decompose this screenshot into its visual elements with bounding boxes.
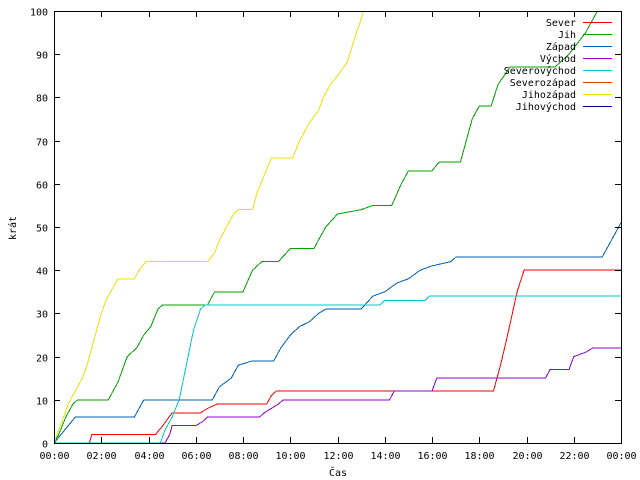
legend-label: Severozápad [510,77,576,89]
x-tick-label: 06:00 [181,451,211,462]
x-tick-label: 12:00 [323,451,353,462]
y-tick-label: 0 [42,440,48,451]
x-tick-label: 22:00 [559,451,589,462]
x-tick-label: 20:00 [512,451,542,462]
series-line-6 [54,11,621,443]
y-tick-label: 80 [36,94,48,105]
y-tick-label: 100 [30,8,48,19]
series-line-4 [54,295,621,443]
x-tick-label: 04:00 [134,451,164,462]
y-tick-label: 70 [36,138,48,149]
x-tick-label: 08:00 [228,451,258,462]
x-tick-label: 18:00 [464,451,494,462]
x-tick-label: 16:00 [417,451,447,462]
x-tick-label: 02:00 [86,451,116,462]
x-axis-label: Čas [329,466,347,479]
y-tick-label: 40 [36,267,48,278]
x-tick-label: 14:00 [370,451,400,462]
ticks-layer: 00:00 02:00 04:00 06:00 08:00 10:00 12:00 14:00… [30,8,637,463]
series-line-1 [54,11,621,443]
series-layer [54,11,621,443]
y-tick-label: 10 [36,397,48,408]
series-line-3 [54,347,621,443]
x-tick-label: 00:00 [606,451,636,462]
y-tick-label: 60 [36,181,48,192]
legend-label: Jihozápad [522,89,576,101]
legend-label: Jihovýchod [516,101,576,113]
x-tick-label: 00:00 [39,451,69,462]
legend-label: Západ [546,41,576,53]
series-line-2 [54,222,621,443]
y-tick-label: 50 [36,224,48,235]
y-axis-label: krát [7,216,19,240]
legend-label: Sever [546,18,576,29]
y-tick-label: 20 [36,354,48,365]
legend-label: Východ [540,53,576,65]
x-tick-label: 10:00 [275,451,305,462]
y-tick-label: 30 [36,310,48,321]
y-tick-label: 90 [36,51,48,62]
legend-label: Jih [558,30,576,41]
legend: SeverJihZápadVýchodSeverovýchodSeverozáp… [504,18,612,113]
series-line-0 [54,269,621,443]
legend-label: Severovýchod [504,65,576,77]
